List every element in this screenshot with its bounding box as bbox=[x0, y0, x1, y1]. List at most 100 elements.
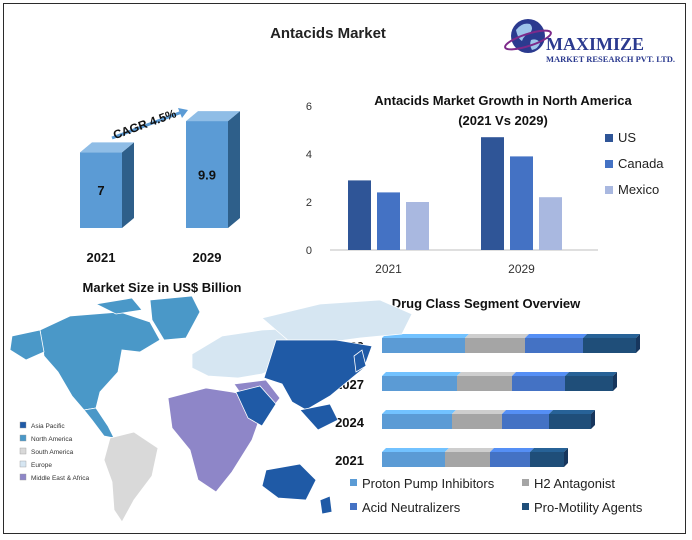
na-chart-subtitle: (2021 Vs 2029) bbox=[458, 113, 548, 128]
legend-label: Canada bbox=[618, 156, 664, 171]
x-tick-label: 2021 bbox=[375, 262, 402, 276]
asia-pacific-region bbox=[235, 385, 277, 427]
segment-top bbox=[502, 410, 553, 414]
segment-top bbox=[452, 410, 506, 414]
segment-top bbox=[549, 410, 595, 414]
legend-swatch bbox=[605, 134, 613, 142]
north-america-region bbox=[9, 329, 45, 361]
drug-segment bbox=[490, 452, 530, 467]
x-tick-label: 2029 bbox=[508, 262, 535, 276]
map-legend-swatch bbox=[19, 473, 27, 481]
segment-top bbox=[530, 448, 568, 452]
na-bar bbox=[377, 192, 400, 250]
row-label: 2021 bbox=[335, 453, 364, 468]
logo-tagline: MARKET RESEARCH PVT. LTD. bbox=[546, 54, 675, 64]
north-america-region bbox=[83, 407, 115, 439]
north-america-region bbox=[39, 311, 161, 411]
legend-swatch bbox=[522, 479, 529, 486]
market-size-caption: Market Size in US$ Billion bbox=[83, 280, 242, 295]
segment-top bbox=[583, 334, 640, 338]
bar-side bbox=[122, 142, 134, 228]
drug-segment bbox=[382, 414, 452, 429]
asia-pacific-region bbox=[261, 463, 317, 501]
bar-value-label: 9.9 bbox=[198, 168, 216, 183]
legend-swatch bbox=[605, 160, 613, 168]
bar-end bbox=[564, 448, 568, 467]
segment-top bbox=[490, 448, 534, 452]
drug-segment bbox=[512, 376, 565, 391]
map-legend-label: Middle East & Africa bbox=[31, 475, 90, 482]
bar-value-label: 7 bbox=[97, 183, 104, 198]
drug-segment bbox=[452, 414, 502, 429]
market-size-bar bbox=[80, 152, 122, 228]
drug-segment bbox=[382, 376, 457, 391]
north-america-chart: 0 2 4 6 2021 2029 Antacids Market Growth in No… bbox=[306, 93, 664, 276]
legend-swatch bbox=[522, 503, 529, 510]
drug-segment bbox=[549, 414, 591, 429]
legend-label: Acid Neutralizers bbox=[362, 500, 461, 515]
y-tick-label: 2 bbox=[306, 197, 312, 209]
drug-segment bbox=[525, 338, 583, 353]
asia-pacific-region bbox=[299, 403, 339, 431]
x-tick-label: 2029 bbox=[193, 250, 222, 265]
legend-swatch bbox=[350, 503, 357, 510]
row-label: 2024 bbox=[335, 415, 365, 430]
bar-top bbox=[186, 111, 240, 122]
map-legend-swatch bbox=[19, 447, 27, 455]
cagr-annotation: CAGR 4.5% bbox=[111, 106, 178, 142]
cagr-arrow-head bbox=[178, 108, 188, 118]
segment-top bbox=[457, 372, 516, 376]
drug-segment bbox=[445, 452, 490, 467]
legend-swatch bbox=[350, 479, 357, 486]
bar-end bbox=[591, 410, 595, 429]
segment-top bbox=[382, 372, 461, 376]
segment-top bbox=[465, 334, 529, 338]
drug-segment bbox=[457, 376, 512, 391]
south-america-region bbox=[103, 431, 159, 523]
segment-top bbox=[382, 334, 469, 338]
legend-label: US bbox=[618, 130, 636, 145]
asia-pacific-region bbox=[353, 349, 367, 373]
drug-segment bbox=[583, 338, 636, 353]
segment-top bbox=[382, 448, 449, 452]
north-america-region bbox=[94, 297, 143, 315]
segment-top bbox=[445, 448, 494, 452]
map-legend-label: South America bbox=[31, 449, 74, 456]
legend-swatch bbox=[605, 186, 613, 194]
na-bar bbox=[539, 197, 562, 250]
segment-top bbox=[382, 410, 456, 414]
legend-label: H2 Antagonist bbox=[534, 476, 615, 491]
bar-side bbox=[228, 111, 240, 228]
y-tick-label: 4 bbox=[306, 149, 312, 161]
na-bar bbox=[510, 156, 533, 250]
y-tick-label: 6 bbox=[306, 101, 312, 113]
asia-pacific-region bbox=[263, 339, 373, 411]
asia-pacific-region bbox=[319, 495, 333, 515]
x-tick-label: 2021 bbox=[87, 250, 116, 265]
segment-top bbox=[512, 372, 569, 376]
bar-end bbox=[613, 372, 617, 391]
segment-top bbox=[525, 334, 587, 338]
drug-segment bbox=[382, 338, 465, 353]
drug-segment bbox=[502, 414, 549, 429]
bar-top bbox=[80, 142, 134, 153]
map-legend-swatch bbox=[19, 460, 27, 468]
map-legend-label: North America bbox=[31, 436, 73, 443]
na-bar bbox=[406, 202, 429, 250]
na-bar bbox=[348, 180, 371, 250]
map-legend-swatch bbox=[19, 434, 27, 442]
logo: MAXIMIZE MARKET RESEARCH PVT. LTD. bbox=[504, 19, 675, 64]
segment-top bbox=[565, 372, 617, 376]
cagr-arrow bbox=[111, 110, 183, 140]
bar-end bbox=[636, 334, 640, 353]
drug-chart-title: Drug Class Segment Overview bbox=[392, 296, 581, 311]
drug-segment bbox=[530, 452, 564, 467]
world-map: Asia Pacific North America South America Eu… bbox=[9, 295, 413, 523]
market-size-bar bbox=[186, 121, 228, 228]
north-america-region bbox=[149, 295, 201, 341]
legend-label: Proton Pump Inhibitors bbox=[362, 476, 495, 491]
market-size-chart: 7 2021 9.9 2029 CAGR 4.5% Market Size in US$ … bbox=[80, 106, 242, 295]
y-tick-label: 0 bbox=[306, 245, 312, 257]
drug-segment bbox=[465, 338, 525, 353]
